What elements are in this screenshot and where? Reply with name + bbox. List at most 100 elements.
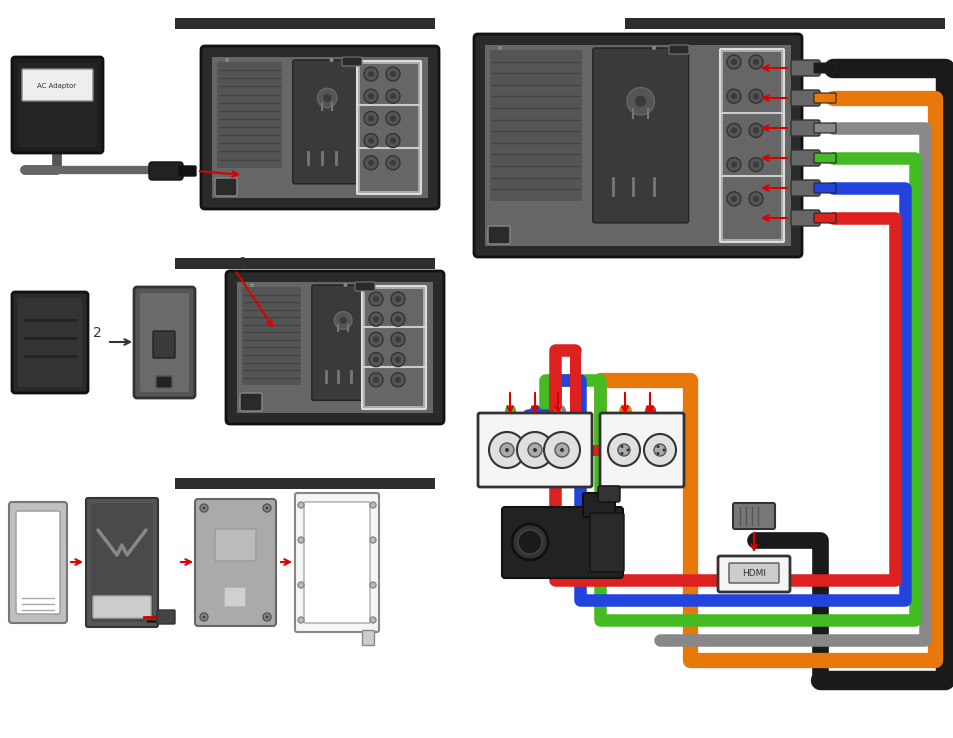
Circle shape xyxy=(654,444,665,456)
Text: AC Adaptor: AC Adaptor xyxy=(37,83,76,89)
Circle shape xyxy=(730,59,737,65)
Circle shape xyxy=(512,524,547,560)
FancyBboxPatch shape xyxy=(294,493,378,632)
FancyBboxPatch shape xyxy=(293,60,361,184)
Bar xyxy=(365,289,422,406)
FancyBboxPatch shape xyxy=(179,166,195,176)
Text: HDMI: HDMI xyxy=(741,570,765,579)
FancyBboxPatch shape xyxy=(91,503,152,622)
FancyBboxPatch shape xyxy=(813,183,835,193)
FancyBboxPatch shape xyxy=(201,46,438,209)
Circle shape xyxy=(364,67,377,81)
Circle shape xyxy=(499,443,514,457)
Circle shape xyxy=(395,316,400,323)
Circle shape xyxy=(297,537,304,543)
Circle shape xyxy=(533,448,537,452)
Circle shape xyxy=(748,55,762,69)
Circle shape xyxy=(386,134,399,148)
Circle shape xyxy=(373,377,378,383)
Circle shape xyxy=(752,196,759,201)
Circle shape xyxy=(339,317,346,324)
Circle shape xyxy=(618,444,629,456)
Circle shape xyxy=(369,312,382,326)
Circle shape xyxy=(726,192,740,206)
Circle shape xyxy=(369,332,382,346)
FancyBboxPatch shape xyxy=(312,285,375,400)
Circle shape xyxy=(651,46,656,50)
FancyBboxPatch shape xyxy=(194,499,275,626)
Circle shape xyxy=(263,613,271,621)
Circle shape xyxy=(369,373,382,387)
Circle shape xyxy=(730,128,737,134)
Circle shape xyxy=(643,434,676,466)
FancyBboxPatch shape xyxy=(9,502,67,623)
FancyBboxPatch shape xyxy=(474,34,801,257)
FancyBboxPatch shape xyxy=(582,493,615,517)
Circle shape xyxy=(335,311,352,329)
Circle shape xyxy=(297,582,304,588)
Circle shape xyxy=(386,67,399,81)
Circle shape xyxy=(368,71,374,77)
FancyBboxPatch shape xyxy=(214,529,255,561)
FancyBboxPatch shape xyxy=(790,210,820,226)
Circle shape xyxy=(373,316,378,323)
FancyBboxPatch shape xyxy=(813,213,835,223)
FancyBboxPatch shape xyxy=(790,60,820,76)
Circle shape xyxy=(543,432,579,468)
FancyBboxPatch shape xyxy=(22,69,92,101)
Circle shape xyxy=(329,58,334,62)
Circle shape xyxy=(726,89,740,103)
Circle shape xyxy=(200,613,208,621)
Circle shape xyxy=(263,504,271,512)
FancyBboxPatch shape xyxy=(140,293,189,392)
Circle shape xyxy=(390,137,395,144)
Circle shape xyxy=(656,445,659,448)
Circle shape xyxy=(368,115,374,121)
FancyBboxPatch shape xyxy=(813,153,835,163)
Text: 2: 2 xyxy=(92,326,102,340)
FancyBboxPatch shape xyxy=(86,498,158,627)
Circle shape xyxy=(395,337,400,342)
Circle shape xyxy=(619,445,623,448)
Circle shape xyxy=(748,158,762,172)
Circle shape xyxy=(370,582,375,588)
FancyBboxPatch shape xyxy=(720,49,783,242)
Circle shape xyxy=(391,312,405,326)
FancyBboxPatch shape xyxy=(589,513,623,572)
FancyBboxPatch shape xyxy=(341,57,361,66)
Circle shape xyxy=(390,71,395,77)
Circle shape xyxy=(489,432,524,468)
Circle shape xyxy=(373,337,378,342)
FancyBboxPatch shape xyxy=(477,413,592,487)
Circle shape xyxy=(369,353,382,367)
FancyBboxPatch shape xyxy=(732,503,774,529)
Bar xyxy=(242,287,300,385)
Circle shape xyxy=(555,443,568,457)
Circle shape xyxy=(390,115,395,121)
Circle shape xyxy=(752,93,759,99)
Circle shape xyxy=(364,156,377,170)
Text: 1: 1 xyxy=(237,256,247,270)
Circle shape xyxy=(368,93,374,99)
Circle shape xyxy=(656,452,659,455)
FancyBboxPatch shape xyxy=(813,63,835,73)
Bar xyxy=(361,630,374,645)
Circle shape xyxy=(726,123,740,137)
FancyBboxPatch shape xyxy=(12,292,88,393)
Bar xyxy=(359,64,417,191)
Circle shape xyxy=(391,353,405,367)
Bar xyxy=(484,45,790,246)
Bar xyxy=(174,18,435,29)
Circle shape xyxy=(364,111,377,125)
FancyBboxPatch shape xyxy=(668,45,688,54)
FancyBboxPatch shape xyxy=(501,507,622,578)
FancyBboxPatch shape xyxy=(790,120,820,136)
Circle shape xyxy=(748,123,762,137)
FancyBboxPatch shape xyxy=(728,563,779,583)
Circle shape xyxy=(202,615,205,618)
Circle shape xyxy=(395,296,400,302)
FancyBboxPatch shape xyxy=(790,180,820,196)
FancyBboxPatch shape xyxy=(813,123,835,133)
Circle shape xyxy=(748,192,762,206)
Circle shape xyxy=(626,88,654,115)
